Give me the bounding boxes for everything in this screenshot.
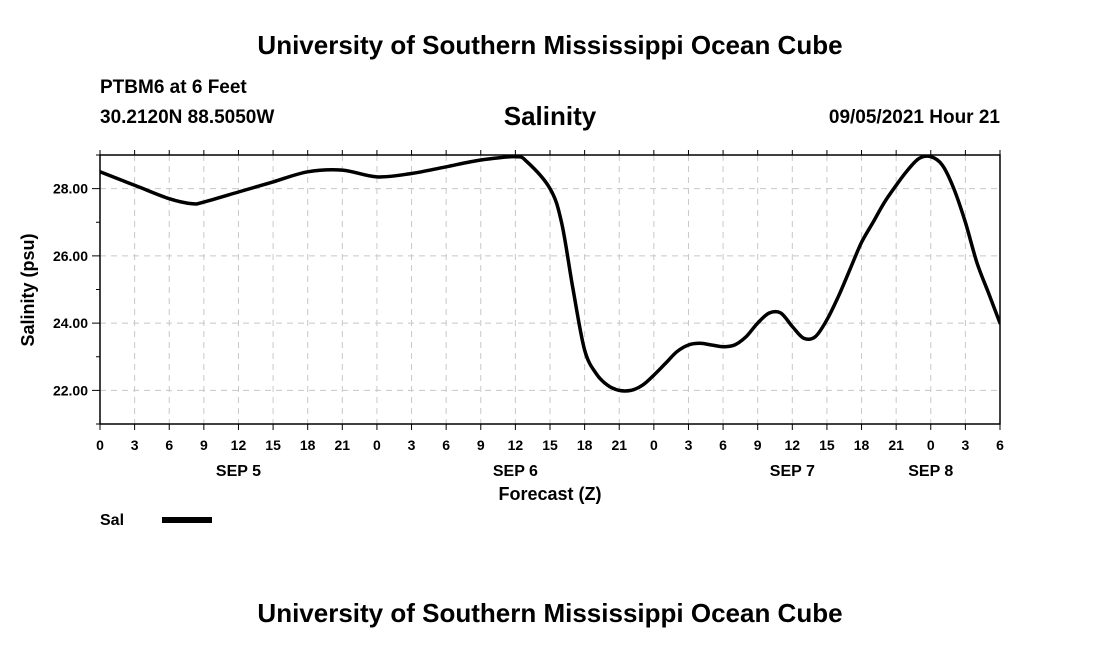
coordinates-label: 30.2120N 88.5050W [100,107,275,128]
x-day-label: SEP 8 [908,463,953,480]
footer-title: University of Southern Mississippi Ocean… [257,598,843,628]
x-tick-label: 15 [265,437,281,453]
salinity-series-line [100,155,1000,393]
x-day-label: SEP 7 [770,463,815,480]
x-tick-label: 9 [477,437,485,453]
x-tick-label: 12 [231,437,247,453]
page-title: University of Southern Mississippi Ocean… [257,30,843,60]
x-tick-label: 3 [408,437,416,453]
chart-title: Salinity [503,101,597,131]
y-axis-label: Salinity (psu) [18,233,38,346]
x-day-label: SEP 6 [493,463,538,480]
x-tick-label: 12 [785,437,801,453]
x-tick-label: 18 [577,437,593,453]
x-tick-label: 0 [927,437,935,453]
x-tick-label: 6 [165,437,173,453]
x-tick-label: 15 [542,437,558,453]
station-label: PTBM6 at 6 Feet [100,77,247,98]
x-tick-label: 6 [719,437,727,453]
x-tick-label: 18 [854,437,870,453]
x-day-label: SEP 5 [216,463,261,480]
x-axis-label: Forecast (Z) [498,484,601,504]
x-tick-label: 0 [373,437,381,453]
x-tick-label: 3 [961,437,969,453]
legend-label: Sal [100,512,124,529]
x-tick-label: 6 [996,437,1004,453]
x-tick-label: 12 [508,437,524,453]
x-tick-label: 3 [131,437,139,453]
x-tick-label: 0 [96,437,104,453]
x-tick-label: 9 [200,437,208,453]
axis-labels: 0 3 6 9 12 15 18 21 0 3 6 9 12 15 18 21 0 3 6 9 12 15 18 21 0 3 6 2… [53,181,1004,480]
x-tick-label: 3 [685,437,693,453]
x-tick-label: 6 [442,437,450,453]
x-tick-label: 21 [611,437,627,453]
y-tick-label: 22.00 [53,382,88,398]
x-tick-label: 0 [650,437,658,453]
x-tick-label: 21 [888,437,904,453]
forecast-datetime: 09/05/2021 Hour 21 [828,107,1000,128]
y-tick-label: 24.00 [53,315,88,331]
axis-ticks [92,150,1001,430]
x-tick-label: 21 [335,437,351,453]
x-tick-label: 18 [300,437,316,453]
x-tick-label: 15 [819,437,835,453]
y-tick-label: 28.00 [53,181,88,197]
grid-lines [100,155,1000,424]
x-tick-label: 9 [754,437,762,453]
y-tick-label: 26.00 [53,248,88,264]
